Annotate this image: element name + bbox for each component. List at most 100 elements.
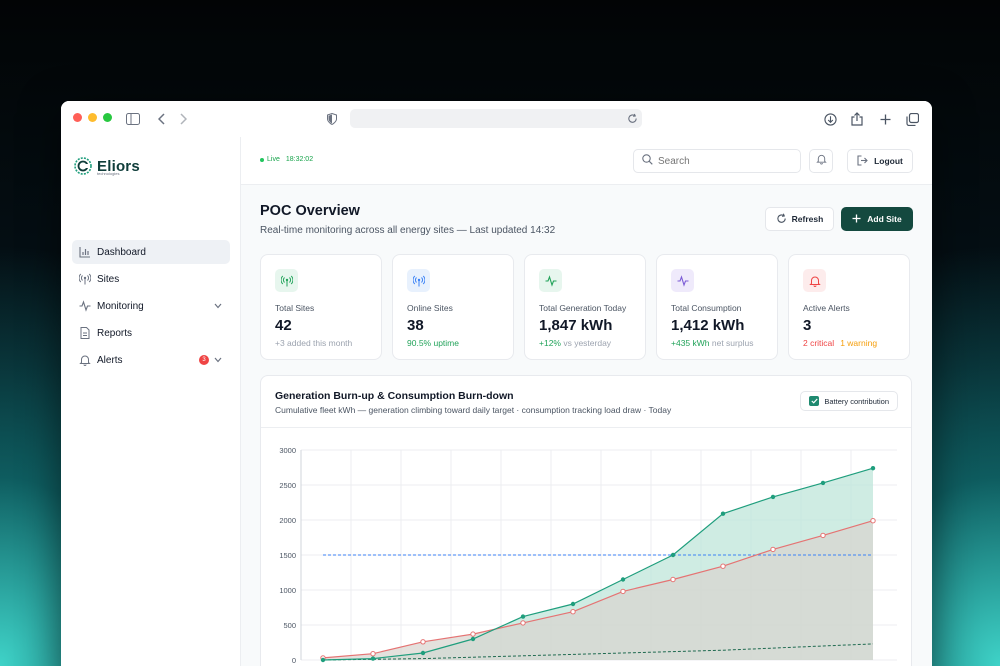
checkbox-checked-icon[interactable]: [809, 396, 820, 406]
refresh-icon: [776, 213, 787, 226]
generation-point: [470, 636, 476, 642]
notifications-button[interactable]: [809, 149, 833, 173]
stat-note: +3 added this month: [275, 338, 353, 348]
consumption-point: [720, 563, 726, 569]
logout-button[interactable]: Logout: [847, 149, 913, 173]
burn-chart: 0 500 1000 1500 2000 2500 3000: [279, 446, 897, 665]
search-input[interactable]: [658, 155, 788, 167]
consumption-point: [470, 631, 476, 637]
y-tick-label: 500: [283, 621, 296, 630]
consumption-line: [322, 520, 874, 659]
warning-count: 1 warning: [840, 338, 878, 348]
bar-chart-icon: [79, 246, 91, 258]
sidebar-item-monitoring[interactable]: Monitoring: [72, 294, 230, 318]
bell-icon: [79, 354, 91, 366]
new-tab-icon[interactable]: [876, 110, 894, 128]
stat-value: 1,412 kWh: [671, 317, 745, 334]
stat-subtext: 2 critical 1 warning: [803, 338, 877, 348]
forward-icon[interactable]: [174, 110, 192, 128]
shield-icon[interactable]: [323, 110, 341, 128]
antenna-icon: [407, 269, 430, 292]
generation-point: [520, 614, 526, 619]
pulse-icon: [539, 269, 562, 292]
stat-label: Active Alerts: [803, 303, 850, 313]
bell-icon: [815, 152, 827, 170]
maximize-window-button[interactable]: [103, 113, 112, 122]
stat-card-total-sites[interactable]: Total Sites 42 +3 added this month: [260, 254, 382, 360]
antenna-icon: [79, 273, 91, 285]
chevron-down-icon[interactable]: [214, 355, 222, 366]
consumption-point: [870, 518, 876, 524]
consumption-point: [770, 546, 776, 553]
download-icon[interactable]: [821, 110, 839, 128]
stat-card-active-alerts[interactable]: Active Alerts 3 2 critical 1 warning: [788, 254, 910, 360]
plus-icon: [852, 214, 861, 225]
critical-count: 2 critical: [803, 338, 835, 348]
stat-value: 3: [803, 317, 812, 334]
minimize-window-button[interactable]: [88, 113, 97, 122]
stat-card-total-consumption[interactable]: Total Consumption 1,412 kWh +435 kWh net…: [656, 254, 778, 360]
search-box[interactable]: [633, 149, 801, 173]
sidebar-item-reports[interactable]: Reports: [72, 321, 230, 345]
bell-icon: [803, 269, 826, 292]
chart-header: Generation Burn-up & Consumption Burn-do…: [261, 376, 911, 428]
brand-logo[interactable]: Eliors: [73, 156, 140, 176]
add-site-button[interactable]: Add Site: [841, 207, 913, 231]
chart-card: Generation Burn-up & Consumption Burn-do…: [260, 375, 912, 666]
live-indicator: Live 18:32:02: [260, 156, 313, 163]
tabs-overview-icon[interactable]: [903, 110, 921, 128]
generation-point: [820, 480, 826, 486]
close-window-button[interactable]: [73, 113, 82, 122]
y-tick-label: 1500: [279, 551, 296, 560]
share-icon[interactable]: [848, 110, 866, 128]
logo-mark-icon: [74, 157, 92, 175]
pulse-icon: [671, 269, 694, 292]
y-tick-label: 3000: [279, 446, 296, 455]
sidebar-item-label: Alerts: [97, 354, 123, 366]
stat-delta: +435 kWh: [671, 338, 710, 348]
generation-line: [322, 467, 874, 661]
consumption-area: [323, 520, 873, 660]
logout-label: Logout: [874, 156, 903, 166]
consumption-point: [670, 576, 676, 583]
browser-toolbar: [61, 101, 932, 137]
sidebar-item-label: Sites: [97, 273, 120, 285]
stat-subtext: +435 kWh net surplus: [671, 338, 753, 348]
activity-icon: [79, 300, 91, 312]
consumption-point: [420, 639, 426, 645]
battery-contribution-label: Battery contribution: [824, 396, 889, 406]
chart-title: Generation Burn-up & Consumption Burn-do…: [275, 390, 514, 402]
address-bar[interactable]: [350, 109, 642, 128]
stat-subtext: +12% vs yesterday: [539, 338, 611, 348]
generation-point: [770, 494, 776, 500]
chart-subtitle: Cumulative fleet kWh — generation climbi…: [275, 405, 672, 415]
stat-card-online-sites[interactable]: Online Sites 38 90.5% uptime: [392, 254, 514, 360]
antenna-icon: [275, 269, 298, 292]
sidebar-item-dashboard[interactable]: Dashboard: [72, 240, 230, 264]
y-tick-label: 2000: [279, 516, 296, 525]
generation-point: [870, 466, 876, 471]
add-site-label: Add Site: [867, 214, 902, 224]
generation-point: [720, 511, 726, 516]
refresh-button[interactable]: Refresh: [765, 207, 834, 231]
browser-window: Eliors technologies Dashboard Sites: [61, 101, 932, 666]
y-tick-label: 1000: [279, 586, 296, 595]
stat-card-total-generation[interactable]: Total Generation Today 1,847 kWh +12% vs…: [524, 254, 646, 360]
page-subtitle: Real-time monitoring across all energy s…: [260, 225, 556, 236]
reload-icon[interactable]: [627, 111, 638, 129]
alerts-count-badge: 3: [199, 355, 209, 365]
battery-contribution-toggle[interactable]: Battery contribution: [800, 391, 898, 411]
sidebar-toggle-icon[interactable]: [124, 110, 142, 128]
back-icon[interactable]: [153, 110, 171, 128]
sidebar-item-label: Monitoring: [97, 300, 144, 312]
consumption-point: [370, 651, 376, 657]
sidebar-item-label: Reports: [97, 327, 133, 339]
stat-delta: +12%: [539, 338, 561, 348]
sidebar-item-sites[interactable]: Sites: [72, 267, 230, 291]
sidebar-item-alerts[interactable]: Alerts 3: [72, 348, 230, 372]
page-title: POC Overview: [260, 203, 360, 219]
stat-value: 42: [275, 317, 292, 334]
chevron-down-icon[interactable]: [214, 301, 222, 312]
generation-point: [420, 650, 426, 656]
app-root: Eliors technologies Dashboard Sites: [61, 137, 932, 666]
